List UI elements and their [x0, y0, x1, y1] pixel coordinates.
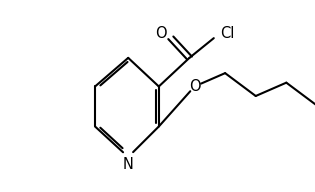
Text: Cl: Cl	[220, 26, 234, 41]
Text: N: N	[123, 157, 134, 172]
Text: O: O	[155, 26, 166, 41]
Text: O: O	[189, 79, 200, 94]
